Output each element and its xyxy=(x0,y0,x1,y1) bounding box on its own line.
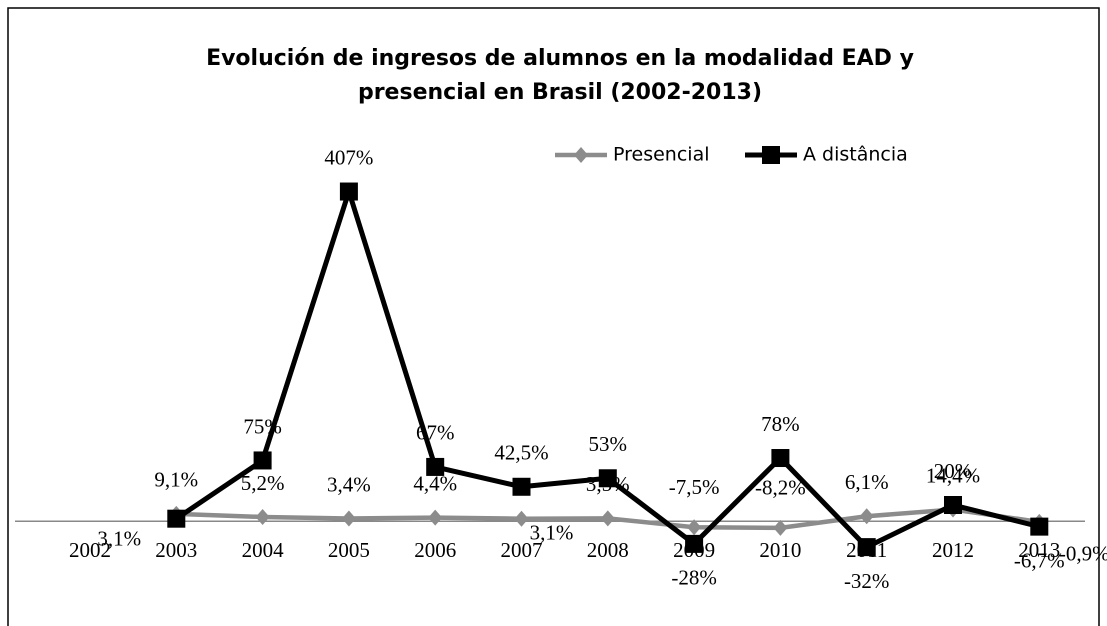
point xyxy=(253,451,272,470)
x-tick-label: 2008 xyxy=(587,538,629,562)
data-label: 53% xyxy=(589,432,628,456)
legend-marker xyxy=(762,146,780,164)
point xyxy=(428,509,443,526)
legend-label: A distância xyxy=(803,144,908,166)
point xyxy=(167,509,186,528)
data-label: 78% xyxy=(761,412,800,436)
x-tick-label: 2013 xyxy=(1018,538,1060,562)
chart-border xyxy=(7,7,1100,626)
point xyxy=(255,508,270,525)
data-label: 3,4% xyxy=(327,472,371,496)
legend-marker xyxy=(574,147,588,163)
data-label: -32% xyxy=(844,569,890,593)
x-tick-label: 2010 xyxy=(759,538,801,562)
legend-label: Presencial xyxy=(613,144,709,166)
data-label: 407% xyxy=(324,145,373,169)
data-label: 3,1% xyxy=(530,521,574,545)
point xyxy=(426,457,445,476)
data-label: -28% xyxy=(671,566,717,590)
data-label: 14,4% xyxy=(926,463,980,487)
data-label: 9,1% xyxy=(154,468,198,492)
point xyxy=(857,538,876,557)
data-label: 42,5% xyxy=(494,441,548,465)
point xyxy=(514,510,529,527)
x-tick-label: 2002 xyxy=(69,538,111,562)
data-label: 20% xyxy=(934,459,973,483)
x-tick-label: 2005 xyxy=(328,538,370,562)
point xyxy=(598,469,617,488)
point xyxy=(773,519,788,536)
data-label: 75% xyxy=(243,414,282,438)
x-tick-label: 2007 xyxy=(501,538,543,562)
point xyxy=(944,496,962,514)
data-label: 5,2% xyxy=(241,471,285,495)
point xyxy=(600,510,615,527)
x-tick-label: 2004 xyxy=(242,538,285,562)
point xyxy=(687,519,702,536)
data-label: 6,1% xyxy=(845,470,889,494)
point xyxy=(771,449,790,468)
data-label: -6,7% xyxy=(1014,548,1065,572)
x-tick-label: 2006 xyxy=(414,538,456,562)
data-label: 67% xyxy=(416,421,455,445)
point xyxy=(341,510,356,527)
data-label: 3,1% xyxy=(97,527,141,551)
point xyxy=(685,534,704,553)
x-tick-label: 2012 xyxy=(932,538,974,562)
point xyxy=(859,508,874,525)
data-label: -7,5% xyxy=(669,475,720,499)
point xyxy=(339,182,358,201)
data-label: -0,9% xyxy=(1059,542,1107,566)
chart-title: Evolución de ingresos de alumnos en la m… xyxy=(206,46,914,105)
point xyxy=(1030,517,1049,536)
point xyxy=(512,477,531,496)
x-tick-label: 2003 xyxy=(155,538,197,562)
data-label: -8,2% xyxy=(755,476,806,500)
